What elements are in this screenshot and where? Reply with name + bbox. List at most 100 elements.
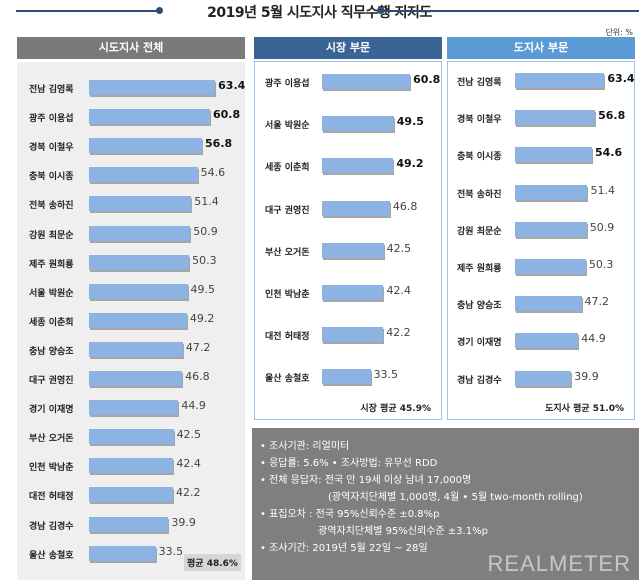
bar — [89, 283, 188, 299]
bar — [89, 458, 174, 474]
bar-value: 49.2 — [396, 157, 424, 171]
bar — [89, 196, 192, 212]
bar-value: 46.8 — [392, 199, 418, 213]
average-governor: 도지사 평균 51.0% — [545, 404, 624, 414]
bar-label: 경북 이철우 — [29, 143, 74, 154]
bar-value: 50.3 — [192, 253, 217, 267]
bar-label: 경남 김경수 — [457, 375, 502, 386]
bar — [89, 312, 187, 328]
bar — [515, 184, 588, 200]
bar-value: 44.9 — [581, 332, 606, 346]
bar-value: 54.6 — [594, 146, 623, 160]
survey-notes: • 조사기관: 리얼미터 • 응답률: 5.6% • 조사방법: 유무선 RDD… — [252, 428, 639, 580]
bar-value: 49.2 — [189, 311, 215, 325]
bar-value: 42.4 — [386, 284, 411, 297]
bar-value: 42.2 — [175, 486, 201, 500]
bar-label: 충북 이시종 — [29, 172, 74, 183]
bar-label: 전남 김영록 — [457, 78, 502, 88]
bar-value: 50.3 — [588, 258, 614, 271]
bar-value: 51.4 — [590, 183, 615, 197]
bar-label: 강원 최문순 — [29, 230, 74, 241]
bar-value: 47.2 — [584, 295, 610, 309]
bar-value: 63.4 — [218, 79, 246, 92]
bar-value: 44.9 — [181, 399, 206, 413]
bar-label: 충북 이시종 — [457, 152, 502, 163]
note-line: • 조사기관: 리얼미터 — [260, 441, 350, 452]
bar-label: 전남 김영록 — [29, 85, 74, 95]
bar — [515, 370, 572, 386]
bar-value: 47.2 — [185, 340, 211, 354]
bar — [322, 285, 384, 300]
average-mayor: 시장 평균 45.9% — [360, 404, 431, 414]
title-dot-left — [156, 7, 163, 14]
bar — [515, 333, 579, 349]
bar-label: 부산 오거돈 — [29, 434, 74, 445]
bar — [89, 109, 210, 125]
bar-value: 39.9 — [171, 515, 196, 529]
header-governor: 도지사 부문 — [447, 37, 635, 59]
bar-label: 광주 이용섭 — [29, 114, 74, 125]
bar-label: 경남 김경수 — [29, 521, 74, 532]
bar-label: 대전 허태정 — [265, 332, 310, 343]
bar-label: 전북 송하진 — [457, 189, 502, 200]
bar-label: 강원 최문순 — [457, 226, 502, 237]
note-line: • 응답률: 5.6% • 조사방법: 유무선 RDD — [260, 458, 438, 469]
bar-label: 인천 박남춘 — [265, 290, 310, 300]
bar-label: 서울 박원순 — [29, 288, 74, 299]
bar-value: 42.2 — [386, 326, 411, 340]
bar-label: 제주 원희룡 — [29, 259, 74, 270]
bar-label: 경기 이재명 — [457, 338, 502, 349]
bar — [89, 400, 179, 416]
bar-value: 56.8 — [205, 137, 233, 151]
note-line: 광역자치단체별 95%신뢰수준 ±3.1%p — [318, 526, 488, 537]
bar — [89, 254, 190, 270]
bar — [322, 242, 384, 258]
bar-value: 49.5 — [190, 282, 216, 296]
title-rule-right — [380, 10, 639, 12]
note-line: • 표집오차 : 전국 95%신뢰수준 ±0.8%p — [260, 509, 440, 520]
header-all: 시도지사 전체 — [17, 37, 245, 59]
bar-label: 세종 이춘희 — [29, 317, 74, 328]
header-mayor: 시장 부문 — [254, 37, 442, 59]
bar-value: 60.8 — [212, 108, 241, 122]
bar-label: 울산 송철호 — [265, 374, 310, 385]
bar-value: 42.5 — [386, 241, 412, 255]
bar-label: 인천 박남춘 — [29, 463, 74, 474]
bar — [89, 545, 156, 561]
bar — [322, 369, 371, 385]
bar-label: 대구 권영진 — [265, 205, 310, 216]
bar-value: 39.9 — [574, 369, 599, 383]
bar — [89, 487, 173, 503]
bar-value: 50.9 — [193, 224, 218, 238]
bar — [89, 80, 216, 95]
bar — [89, 225, 191, 241]
bar — [322, 200, 390, 216]
bar — [89, 138, 203, 154]
bar-label: 서울 박원순 — [265, 121, 310, 132]
unit-label: 단위: % — [605, 28, 633, 37]
bar-label: 충남 양승조 — [457, 301, 502, 312]
bar-label: 제주 원희룡 — [457, 264, 502, 274]
note-line: • 조사기간: 2019년 5월 22일 ~ 28일 — [260, 543, 428, 554]
page-title: 2019년 5월 시도지사 직무수행 지지도 — [207, 5, 432, 21]
bar-value: 54.6 — [200, 166, 226, 180]
bar — [322, 74, 411, 89]
bar-value: 56.8 — [598, 109, 626, 123]
bar-value: 50.9 — [589, 220, 615, 234]
bar-label: 대전 허태정 — [29, 492, 74, 503]
bar-value: 42.5 — [176, 428, 202, 442]
note-line: (광역자치단체별 1,000명, 4월 • 5월 two-month rolli… — [328, 492, 583, 503]
panel-all: 평균 48.6% 전남 김영록 63.4 광주 이용섭 60.8 경북 이철우 56.8 충… — [17, 62, 245, 580]
bar-label: 경북 이철우 — [457, 115, 502, 126]
bar-label: 울산 송철호 — [29, 550, 74, 561]
bar-label: 대구 권영진 — [29, 376, 74, 386]
bar — [89, 429, 174, 445]
bar — [515, 259, 586, 274]
bar-label: 전북 송하진 — [29, 201, 74, 212]
note-line: • 전체 응답자: 전국 만 19세 이상 남녀 17,000명 — [260, 475, 472, 486]
realmeter-logo: REALMETER — [487, 551, 631, 576]
average-all: 평균 48.6% — [184, 554, 241, 571]
bar-label: 세종 이춘희 — [265, 163, 310, 174]
bar-value: 33.5 — [373, 368, 399, 382]
bar — [515, 221, 587, 237]
